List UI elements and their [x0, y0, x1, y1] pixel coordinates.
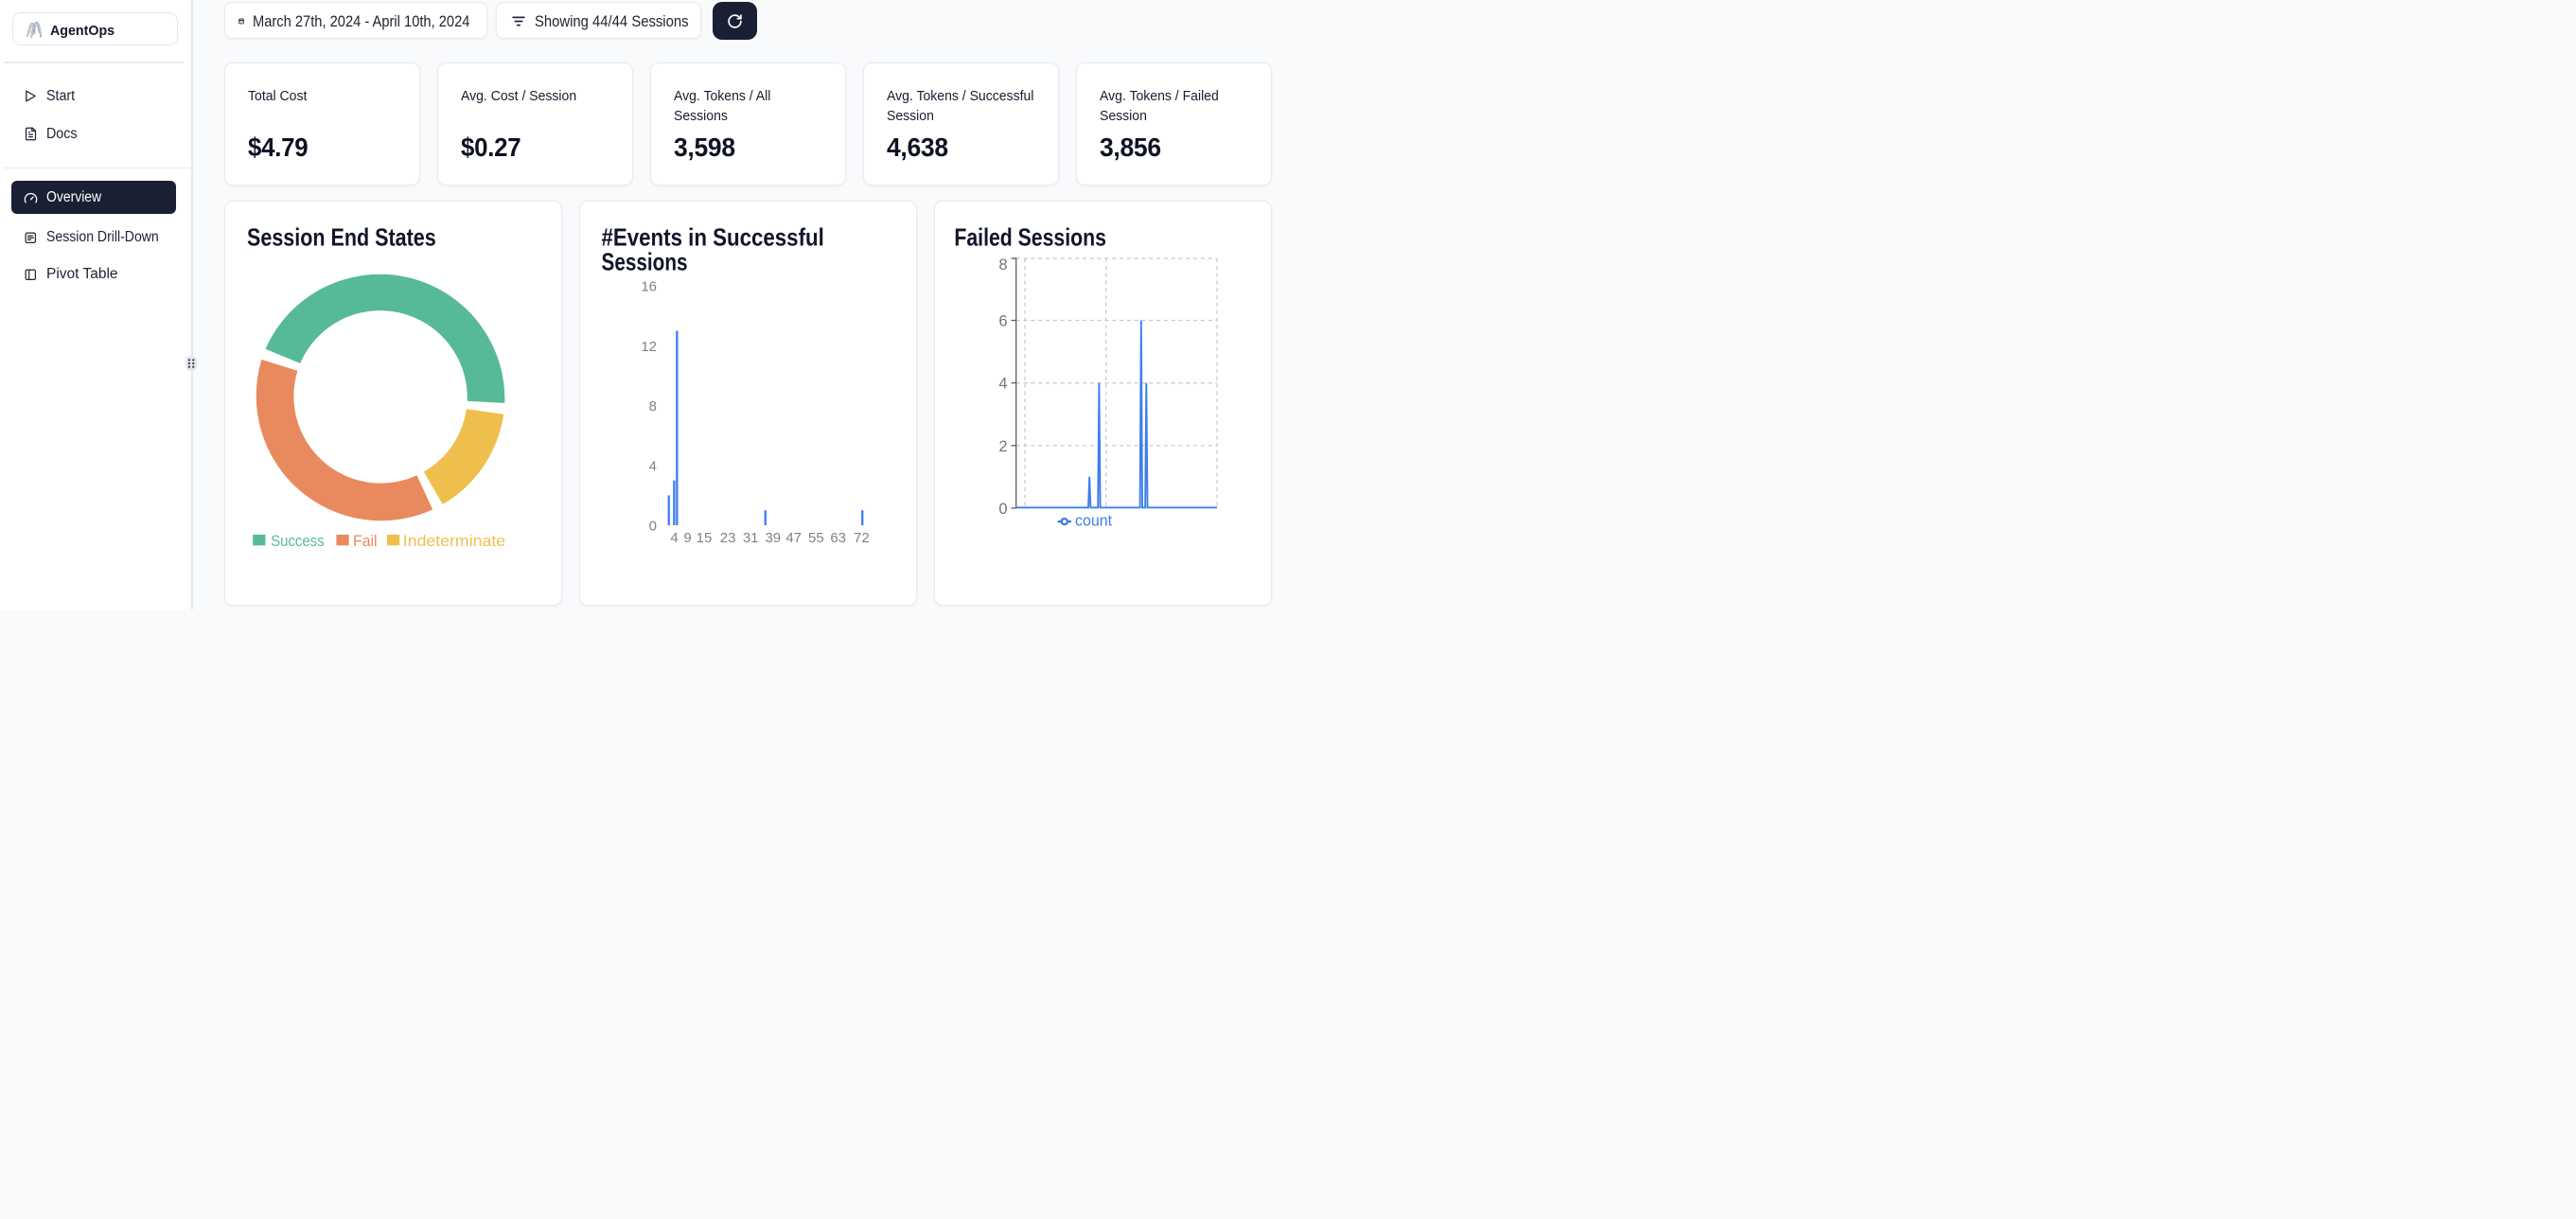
- svg-text:count: count: [1075, 512, 1112, 530]
- svg-text:4: 4: [649, 458, 657, 474]
- svg-text:9: 9: [683, 530, 691, 546]
- svg-text:16: 16: [641, 279, 657, 295]
- svg-text:15: 15: [697, 530, 713, 546]
- svg-text:2: 2: [998, 438, 1007, 455]
- svg-text:0: 0: [649, 519, 657, 535]
- svg-text:55: 55: [808, 530, 824, 546]
- svg-text:4: 4: [998, 376, 1007, 393]
- svg-text:Session End States: Session End States: [247, 222, 436, 251]
- svg-text:23: 23: [720, 530, 736, 546]
- svg-text:Success: Success: [271, 532, 325, 550]
- svg-text:#Events in Successful: #Events in Successful: [602, 222, 824, 251]
- svg-text:Indeterminate: Indeterminate: [403, 532, 505, 550]
- svg-text:Sessions: Sessions: [602, 247, 688, 275]
- svg-text:4: 4: [670, 530, 678, 546]
- svg-text:31: 31: [743, 530, 759, 546]
- svg-text:47: 47: [785, 530, 802, 546]
- svg-text:Fail: Fail: [353, 532, 378, 550]
- svg-text:Failed Sessions: Failed Sessions: [954, 222, 1106, 251]
- svg-text:39: 39: [765, 530, 781, 546]
- svg-text:63: 63: [830, 530, 846, 546]
- svg-text:72: 72: [854, 530, 870, 546]
- svg-text:12: 12: [641, 339, 657, 355]
- svg-text:0: 0: [998, 501, 1007, 518]
- svg-text:8: 8: [649, 398, 657, 415]
- svg-text:8: 8: [998, 256, 1007, 274]
- svg-text:6: 6: [998, 313, 1007, 330]
